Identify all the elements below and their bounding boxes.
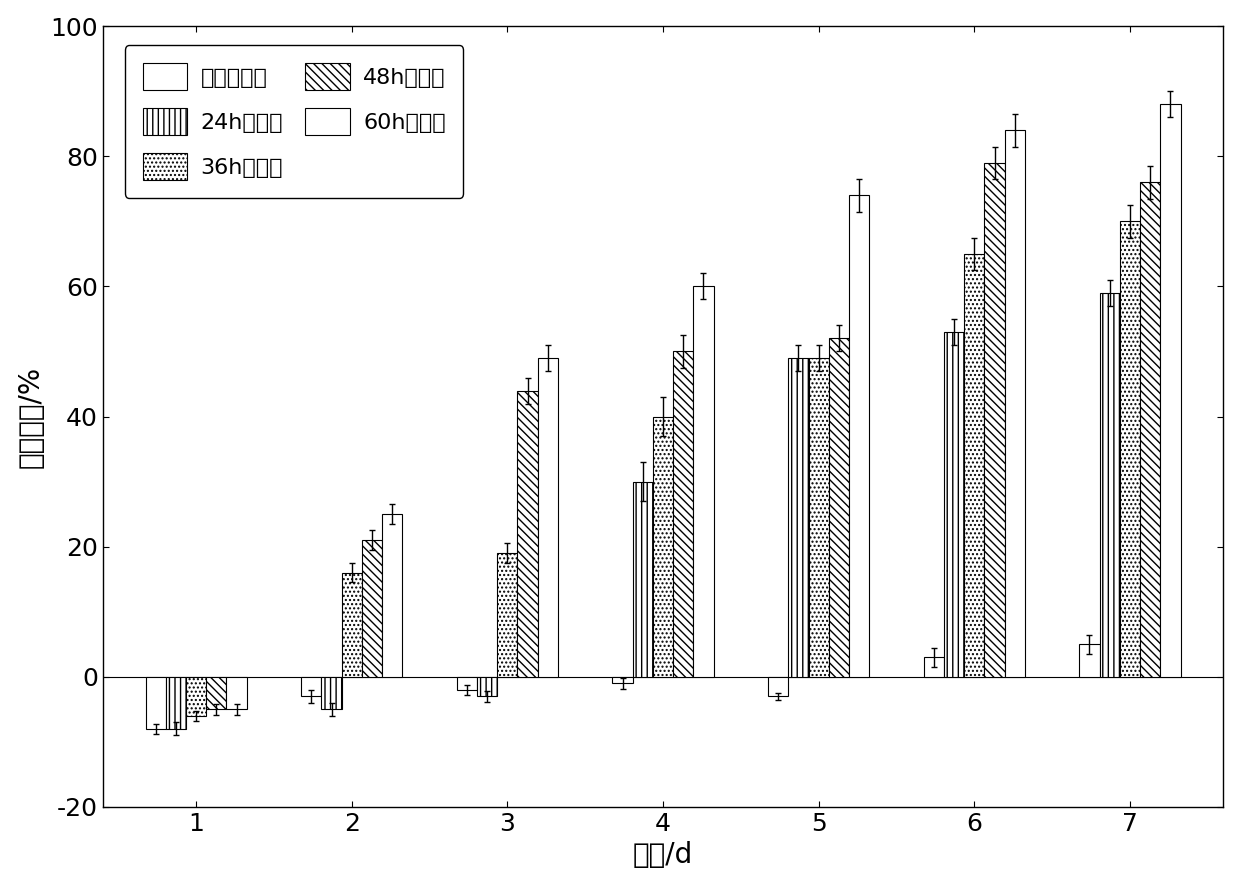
Bar (362, 540, 382, 677)
Y-axis label: 溶藻效率/%: 溶藻效率/% (16, 366, 45, 468)
X-axis label: 时间/d: 时间/d (632, 842, 693, 869)
Bar (186, 677, 206, 716)
Bar (828, 338, 849, 677)
Bar (341, 572, 362, 677)
Bar (321, 677, 341, 710)
Bar (985, 163, 1004, 677)
Bar (166, 677, 186, 729)
Bar (653, 416, 673, 677)
Bar (1120, 222, 1140, 677)
Bar (477, 677, 497, 696)
Bar (944, 332, 965, 677)
Bar (301, 677, 321, 696)
Bar (808, 358, 828, 677)
Bar (673, 352, 693, 677)
Bar (1161, 105, 1180, 677)
Bar (1140, 183, 1161, 677)
Bar (768, 677, 789, 696)
Legend: 发酵培养基, 24h发酵液, 36h发酵液, 48h发酵液, 60h发酵液: 发酵培养基, 24h发酵液, 36h发酵液, 48h发酵液, 60h发酵液 (125, 45, 464, 198)
Bar (145, 677, 166, 729)
Bar (517, 391, 538, 677)
Bar (497, 553, 517, 677)
Bar (206, 677, 227, 710)
Bar (924, 657, 944, 677)
Bar (789, 358, 808, 677)
Bar (227, 677, 247, 710)
Bar (849, 195, 869, 677)
Bar (456, 677, 477, 690)
Bar (613, 677, 632, 683)
Bar (1004, 130, 1025, 677)
Bar (965, 254, 985, 677)
Bar (382, 514, 402, 677)
Bar (538, 358, 558, 677)
Bar (632, 482, 653, 677)
Bar (693, 286, 713, 677)
Bar (1100, 293, 1120, 677)
Bar (1079, 644, 1100, 677)
